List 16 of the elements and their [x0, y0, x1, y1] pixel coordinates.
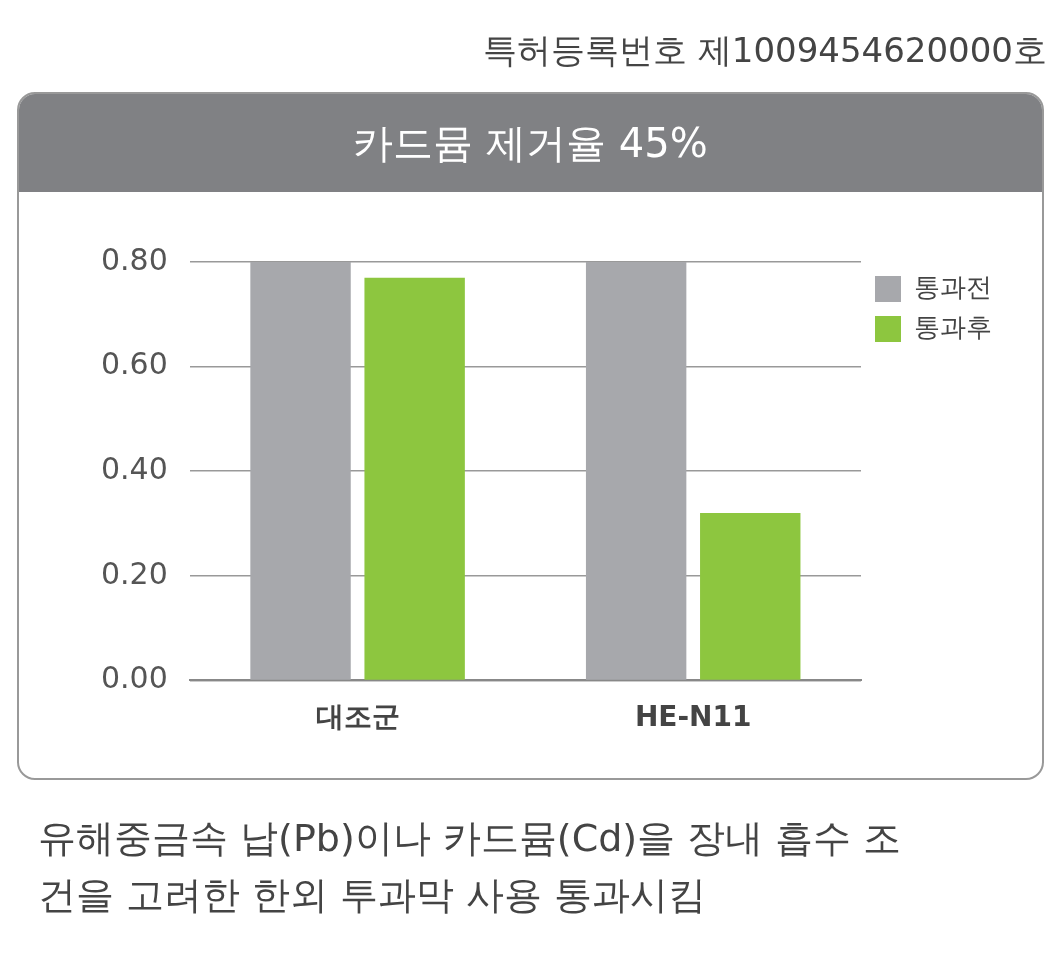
x-tick-label: 대조군: [315, 700, 400, 734]
bar: [700, 513, 801, 680]
bar: [364, 277, 465, 680]
y-tick-label: 0.00: [101, 660, 168, 696]
text: 특허등록번호 제1009454620000호: [481, 29, 1048, 72]
bar: [585, 262, 687, 680]
y-tick-label: 0.80: [101, 241, 168, 277]
legend-label: 통과전: [914, 271, 992, 302]
y-tick-label: 0.20: [101, 555, 168, 591]
chart-title: 카드뮴 제거율 45%: [19, 94, 1042, 192]
bar: [250, 262, 351, 680]
y-tick-label: 0.60: [101, 346, 168, 382]
y-tick-label: 0.40: [101, 451, 168, 486]
text: 유해중금속 납(Pb)이나 카드뮴(Cd)을 장내 흡수 조건을 고려한 한외 투과막 사용 통과시킴: [38, 815, 903, 919]
legend-label: 통과후: [914, 311, 992, 342]
x-tick-label: HE-N11: [634, 700, 752, 734]
